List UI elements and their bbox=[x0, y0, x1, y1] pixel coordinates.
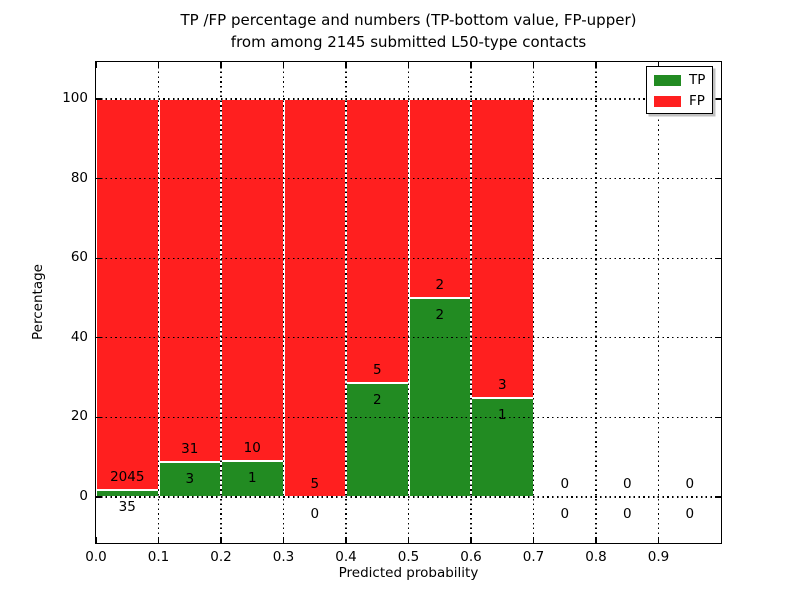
v-gridline bbox=[345, 62, 347, 543]
fp-bar-segment bbox=[471, 99, 534, 398]
y-tick-label: 80 bbox=[70, 169, 88, 186]
x-tick-mark bbox=[220, 537, 222, 543]
x-tick-mark bbox=[407, 537, 410, 543]
fp-color-swatch bbox=[654, 95, 681, 107]
x-tick-label: 0.7 bbox=[522, 549, 545, 565]
fp-bar-segment bbox=[158, 99, 221, 462]
tp-count-label: 35 bbox=[118, 499, 136, 516]
x-tick-mark-top bbox=[657, 62, 660, 68]
v-gridline bbox=[470, 62, 472, 543]
legend-item-tp: TP bbox=[654, 72, 706, 88]
y-tick-mark-right bbox=[715, 416, 721, 419]
plot-area: 2045 35 31 3 10 1 5 0 5 2 2 2 3 1 0 0 0 0 0 0 bbox=[95, 61, 722, 544]
fp-bar-segment bbox=[346, 99, 409, 384]
tp-count-label: 0 bbox=[310, 506, 320, 522]
y-tick-mark bbox=[96, 98, 102, 100]
x-tick-mark bbox=[282, 537, 285, 543]
tp-count-label: 0 bbox=[560, 506, 570, 522]
v-gridline bbox=[157, 62, 160, 543]
legend-label-fp: FP bbox=[689, 93, 705, 109]
y-tick-mark-right bbox=[715, 98, 721, 100]
x-tick-label: 0.8 bbox=[585, 549, 607, 565]
x-tick-mark bbox=[595, 537, 597, 543]
x-tick-label: 0.2 bbox=[210, 549, 232, 565]
fp-bar-segment bbox=[221, 99, 284, 461]
tp-count-label: 1 bbox=[247, 469, 257, 486]
legend-item-fp: FP bbox=[654, 93, 705, 109]
fp-bar-segment bbox=[408, 99, 471, 298]
x-tick-label: 0.0 bbox=[85, 549, 107, 565]
x-tick-mark bbox=[157, 537, 160, 543]
fp-bar-segment bbox=[96, 99, 159, 491]
y-tick-mark-right bbox=[715, 337, 721, 339]
y-tick-label: 60 bbox=[70, 249, 88, 266]
v-gridline bbox=[532, 62, 535, 543]
y-tick-label: 100 bbox=[62, 90, 88, 106]
x-tick-label: 0.4 bbox=[335, 549, 357, 565]
x-tick-mark bbox=[657, 537, 660, 543]
chart-title-line1: TP /FP percentage and numbers (TP-bottom… bbox=[180, 11, 637, 29]
v-gridline bbox=[407, 62, 410, 543]
fp-count-label: 0 bbox=[622, 476, 632, 492]
chart-title: TP /FP percentage and numbers (TP-bottom… bbox=[96, 9, 721, 53]
x-tick-mark bbox=[95, 537, 97, 543]
y-tick-mark bbox=[96, 257, 102, 259]
x-tick-mark-top bbox=[407, 62, 410, 68]
x-tick-mark-top bbox=[282, 62, 285, 68]
y-tick-mark-right bbox=[715, 177, 721, 180]
v-gridline bbox=[282, 62, 285, 543]
fp-count-label: 3 bbox=[497, 376, 507, 393]
x-tick-label: 0.6 bbox=[460, 549, 482, 565]
fp-count-label: 2045 bbox=[110, 469, 145, 486]
x-tick-label: 0.9 bbox=[647, 549, 670, 565]
y-tick-mark bbox=[96, 416, 102, 419]
legend-label-tp: TP bbox=[689, 72, 706, 88]
y-tick-mark bbox=[96, 177, 102, 180]
tp-count-label: 3 bbox=[185, 470, 195, 487]
fp-count-label: 2 bbox=[435, 277, 445, 293]
tp-count-label: 2 bbox=[372, 392, 382, 409]
x-tick-mark-top bbox=[595, 62, 597, 68]
fp-count-label: 31 bbox=[181, 440, 199, 457]
v-gridline bbox=[657, 62, 660, 543]
chart-title-line2: from among 2145 submitted L50-type conta… bbox=[230, 33, 587, 51]
y-tick-mark-right bbox=[715, 257, 721, 259]
tp-count-label: 2 bbox=[435, 307, 445, 323]
x-tick-mark bbox=[532, 537, 535, 543]
tp-count-label: 0 bbox=[685, 506, 695, 522]
v-gridline bbox=[220, 62, 222, 543]
y-tick-mark bbox=[96, 496, 102, 498]
tp-color-swatch bbox=[654, 74, 681, 86]
x-tick-mark-top bbox=[157, 62, 160, 68]
fp-count-label: 0 bbox=[685, 476, 695, 492]
legend: TP FP bbox=[646, 66, 713, 114]
x-tick-mark bbox=[345, 537, 347, 543]
tp-count-label: 1 bbox=[497, 406, 507, 423]
y-tick-label: 40 bbox=[70, 328, 88, 345]
y-tick-mark bbox=[96, 337, 102, 339]
x-tick-mark-top bbox=[470, 62, 472, 68]
y-tick-mark-right bbox=[715, 496, 721, 498]
x-tick-mark-top bbox=[220, 62, 222, 68]
x-tick-label: 0.1 bbox=[147, 549, 170, 565]
v-gridline bbox=[595, 62, 597, 543]
fp-bar-segment bbox=[283, 99, 346, 497]
tp-bar-segment bbox=[408, 298, 471, 497]
fp-count-label: 10 bbox=[243, 439, 261, 456]
x-tick-mark-top bbox=[95, 62, 97, 68]
x-tick-mark-top bbox=[345, 62, 347, 68]
tp-count-label: 0 bbox=[622, 506, 632, 522]
x-tick-label: 0.5 bbox=[397, 549, 420, 565]
y-tick-label: 20 bbox=[70, 408, 88, 425]
x-axis-label: Predicted probability bbox=[338, 565, 479, 581]
fp-count-label: 5 bbox=[372, 362, 382, 379]
fp-count-label: 5 bbox=[310, 476, 320, 492]
x-tick-mark-top bbox=[532, 62, 535, 68]
y-tick-label: 0 bbox=[79, 488, 88, 504]
x-tick-label: 0.3 bbox=[272, 549, 295, 565]
fp-count-label: 0 bbox=[560, 476, 570, 492]
x-tick-mark bbox=[470, 537, 472, 543]
